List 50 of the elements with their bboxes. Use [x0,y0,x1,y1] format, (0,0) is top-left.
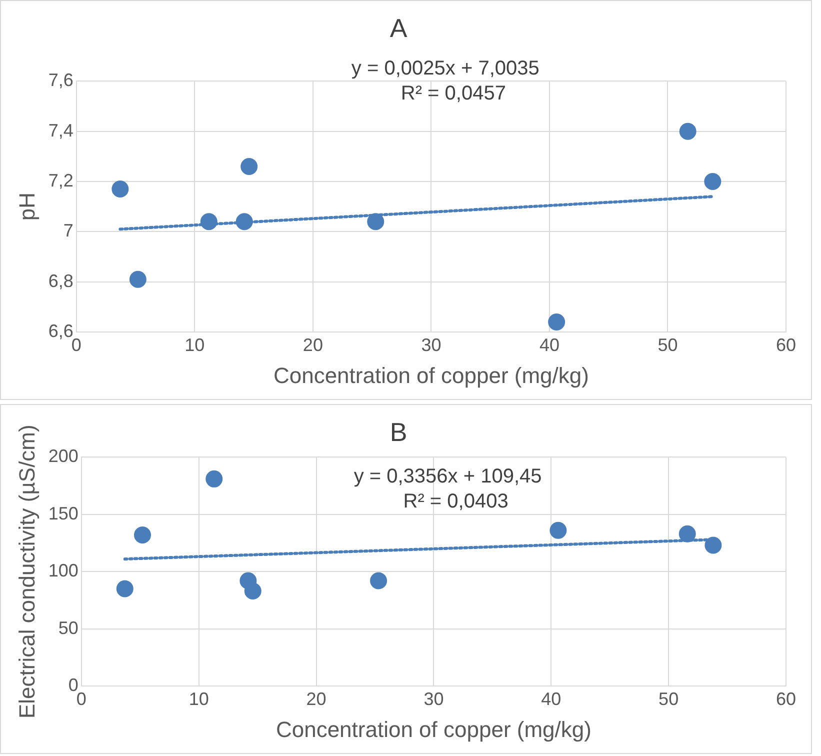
point [548,313,566,330]
x-tick-label: 10 [188,688,209,709]
point [550,522,567,539]
annotation: y = 0,3356x + 109,45 [354,466,542,488]
point [116,580,134,598]
y-tick-label: 6,6 [48,320,74,341]
text: y = 0,0025x + 7,0035 [351,58,540,80]
point [367,213,384,230]
x-tick-label: 60 [776,688,796,709]
x-tick-label: 40 [539,334,560,355]
y-axis-title: Electrical conductivity (µS/cm) [14,424,40,719]
y-tick-label: 50 [58,618,78,638]
point [704,536,722,554]
point [134,526,151,544]
chart-title: A [390,12,408,43]
point [112,180,129,198]
point [206,470,223,488]
x-tick-label: 50 [658,334,678,355]
point [679,122,696,140]
y-tick-label: 7,4 [48,120,74,140]
x-tick-label: 50 [658,688,679,709]
point [236,213,253,230]
x-tick-label: 60 [776,334,796,355]
point [244,582,262,600]
x-tick-label: 10 [184,334,205,355]
x-tick-label: 40 [541,688,562,709]
y-axis-title: pH [14,192,40,221]
y-tick-label: 7,2 [48,170,74,190]
chart-title: B [390,416,408,447]
point [129,270,146,288]
y-tick-label: 7 [63,220,74,241]
annotation: R² = 0,0403 [403,490,508,513]
y-tick-label: 0 [68,674,78,695]
x-tick-label: 20 [302,334,323,355]
y-tick-label: 100 [48,560,78,581]
point [704,173,722,190]
point [240,158,258,175]
annotation: R² = 0,0457 [400,82,506,105]
point [200,213,218,230]
x-tick-label: 30 [424,688,444,709]
x-tick-label: 30 [421,334,442,355]
x-axis-title: Concentration of copper (mg/kg) [273,362,589,388]
point [678,525,696,542]
x-tick-label: 20 [306,688,326,709]
y-tick-label: 200 [48,446,78,466]
x-axis-title: Concentration of copper (mg/kg) [276,716,592,742]
y-tick-label: 150 [48,503,78,524]
y-tick-label: 6,8 [48,270,74,291]
y-tick-label: 7,6 [48,70,74,90]
point [370,572,388,590]
